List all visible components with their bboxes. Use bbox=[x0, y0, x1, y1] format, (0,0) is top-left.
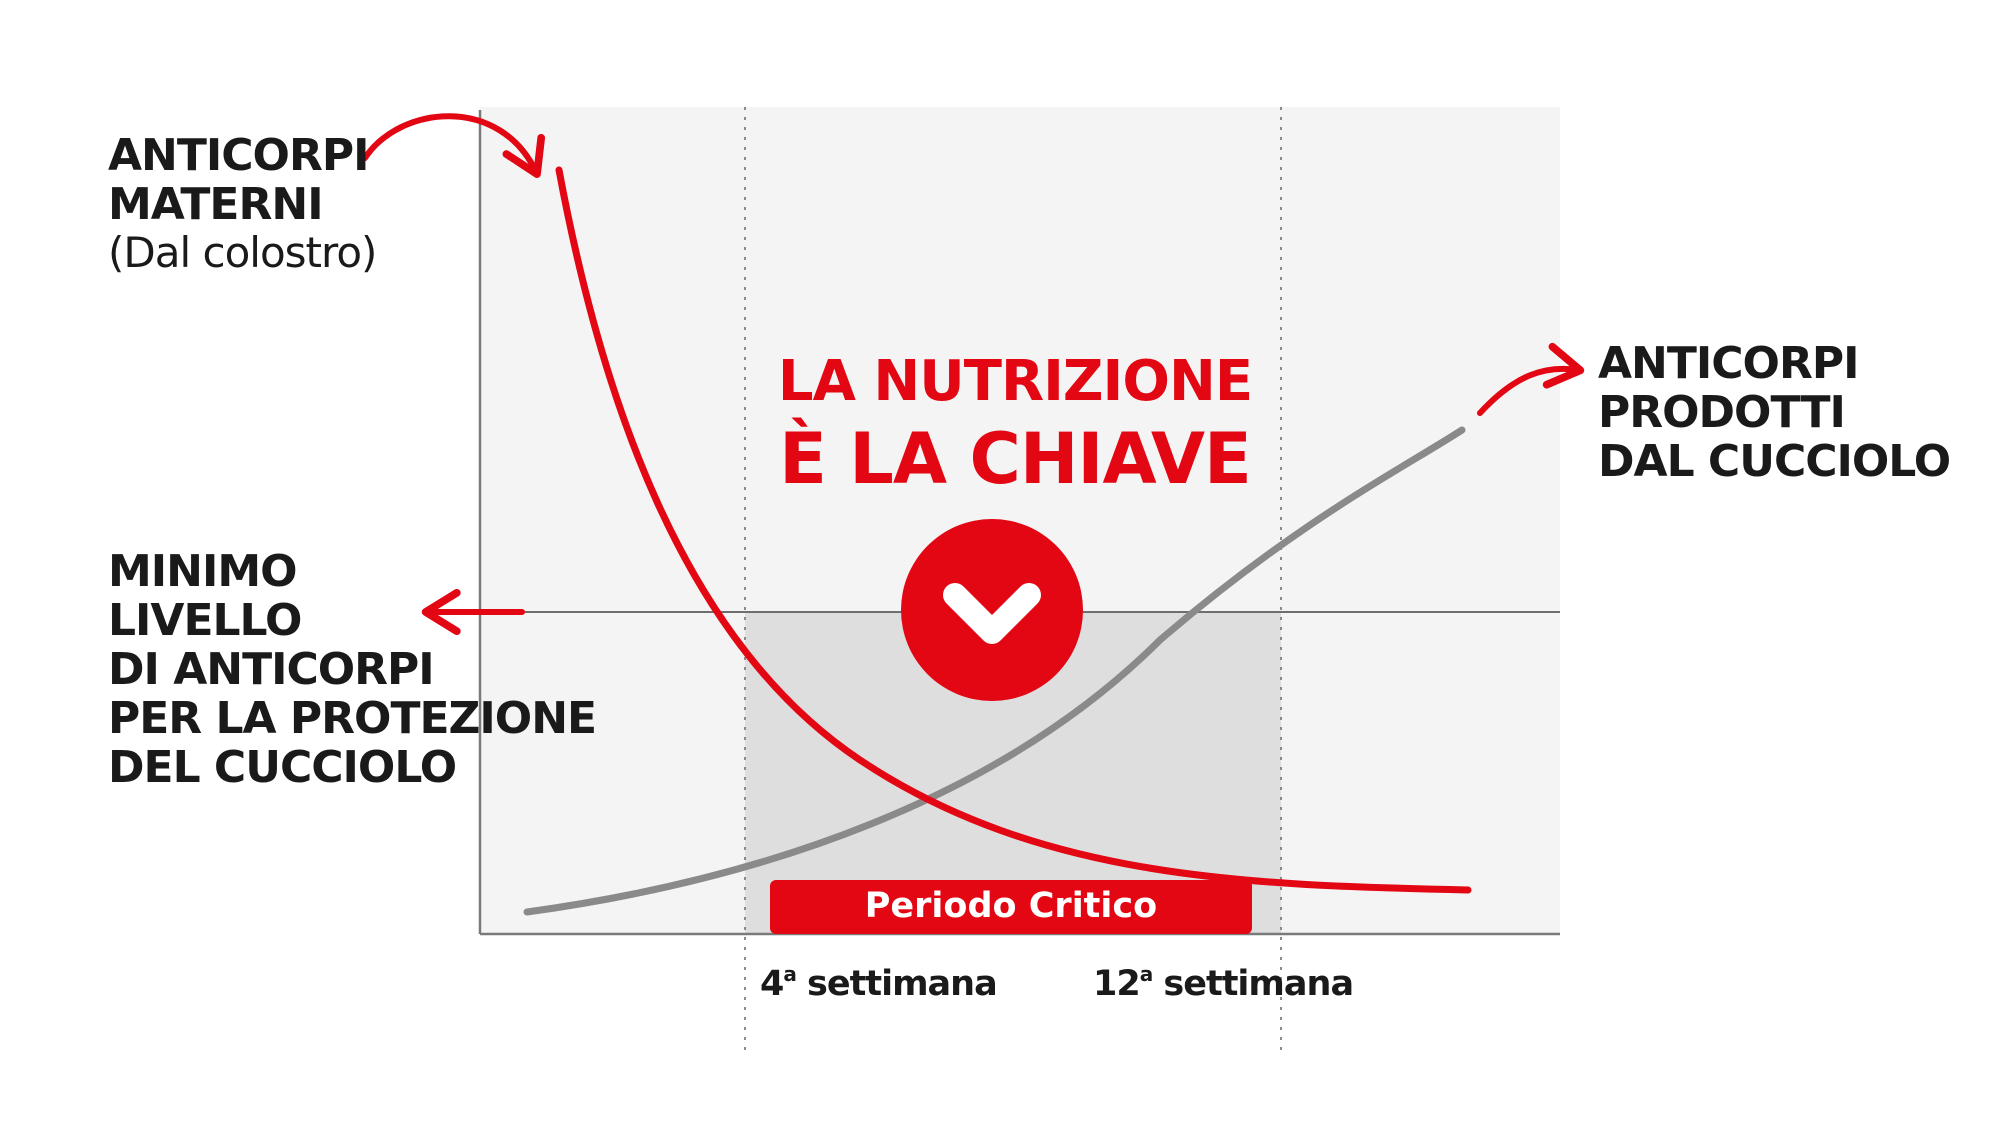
week4-sup: a bbox=[783, 962, 796, 986]
threshold-label-line2: LIVELLO bbox=[108, 595, 301, 646]
week12-tick-label: 12a settimana bbox=[1093, 962, 1353, 1004]
maternal-arrow bbox=[362, 113, 545, 179]
puppy-label-line1: ANTICORPI bbox=[1598, 338, 1858, 389]
week12-number: 12 bbox=[1093, 964, 1140, 1004]
puppy-label-line2: PRODOTTI bbox=[1598, 387, 1845, 438]
week12-text: settimana bbox=[1152, 964, 1353, 1004]
puppy-arrow bbox=[1477, 342, 1585, 416]
puppy-antibody-curve bbox=[523, 426, 1466, 916]
headline-line2: È LA CHIAVE bbox=[779, 418, 1251, 500]
threshold-label-line5: DEL CUCCIOLO bbox=[108, 742, 456, 793]
maternal-label-line1: ANTICORPI bbox=[108, 130, 368, 181]
critical-period-label: Periodo Critico bbox=[865, 886, 1157, 926]
threshold-label-line1: MINIMO bbox=[108, 546, 297, 597]
maternal-label-line2: MATERNI bbox=[108, 179, 323, 230]
headline-line1: LA NUTRIZIONE bbox=[778, 349, 1252, 414]
maternal-label-line3: (Dal colostro) bbox=[108, 228, 376, 277]
week4-number: 4 bbox=[760, 964, 783, 1004]
puppy-label-line3: DAL CUCCIOLO bbox=[1598, 436, 1950, 487]
week4-tick-label: 4a settimana bbox=[760, 962, 997, 1004]
maternal-antibody-curve bbox=[555, 166, 1472, 894]
threshold-label-line4: PER LA PROTEZIONE bbox=[108, 693, 596, 744]
chevron-down-icon bbox=[901, 519, 1083, 701]
threshold-label-line3: DI ANTICORPI bbox=[108, 644, 434, 695]
week4-text: settimana bbox=[796, 964, 997, 1004]
week12-sup: a bbox=[1140, 962, 1153, 986]
critical-period-badge bbox=[770, 880, 1252, 934]
